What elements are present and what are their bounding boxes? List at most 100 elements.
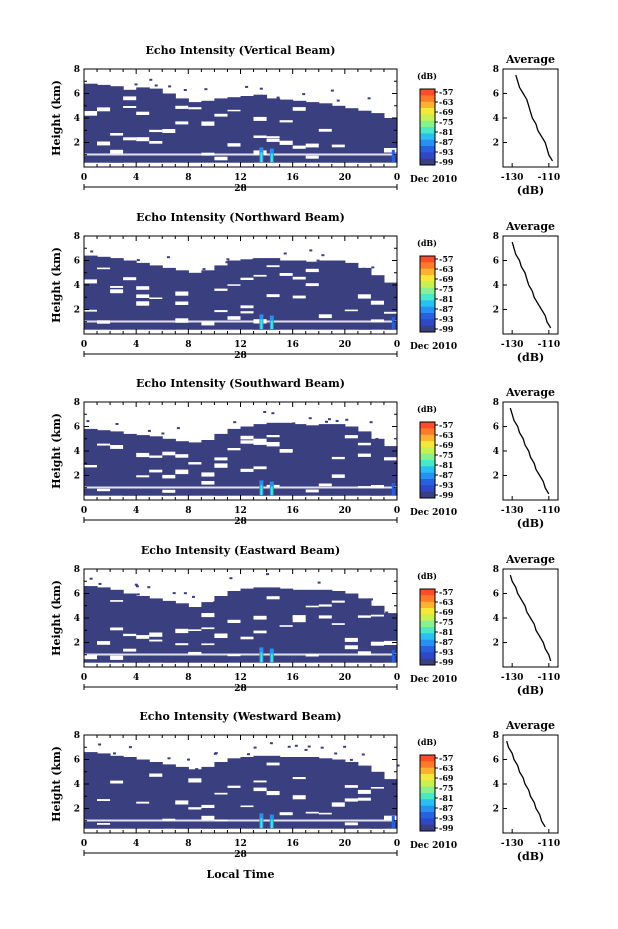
echo-gap [110,289,124,294]
echo-gap-low [84,153,397,156]
colorbar-swatch [420,127,435,134]
echo-gap [149,297,163,299]
echo-column [318,589,333,663]
echo-speck [245,85,249,88]
echo-gap [136,137,150,142]
echo-column [214,265,228,330]
echo-gap [188,462,202,465]
x-tick-label: 12 [234,173,247,183]
echo-gap [162,489,176,493]
echo-gap [110,149,124,154]
echo-gap [123,106,137,108]
echo-speck [375,438,379,440]
colorbar-swatch [420,101,435,109]
y-tick-label: 8 [74,65,80,75]
echo-column [279,260,294,330]
y-tick-label: 8 [74,731,80,741]
profile-y-tick-label: 4 [493,447,499,457]
x-tick-label: 4 [133,506,139,516]
echo-column [370,771,385,829]
colorbar-swatch [420,755,435,762]
echo-gap [123,96,137,101]
echo-speck [269,742,273,745]
colorbar-tick-label: -99 [439,324,454,334]
echo-gap-low [84,653,397,656]
x-tick-label: 12 [234,839,247,849]
colorbar-unit: (dB) [417,571,437,581]
echo-column [175,766,189,829]
echo-speck [86,420,90,423]
echo-column [188,442,202,496]
echo-gap [201,321,215,326]
echo-speck [321,254,325,257]
profile-line [515,74,554,162]
echo-column [201,766,215,829]
echo-column [123,593,137,663]
day-label: 28 [234,351,247,361]
echo-gap [240,636,255,640]
profile-x-tick-label: -110 [538,340,561,350]
y-tick-label: 6 [74,423,80,433]
colorbar-swatch [420,460,435,467]
y-tick-label: 2 [74,805,80,815]
echo-gap [253,615,268,620]
colorbar-tick-label: -63 [439,430,454,440]
echo-gap [84,279,98,284]
echo-gap [279,120,294,123]
echo-gap [318,604,333,607]
echo-gap-low [84,819,397,822]
panel-title: Echo Intensity (Southward Beam) [136,377,345,390]
echo-column [201,100,215,163]
colorbar-tick-label: -69 [439,274,454,284]
colorbar-swatch [420,646,435,653]
profile-y-tick-label: 6 [493,423,499,433]
echo-column [175,270,189,330]
y-tick-label: 4 [74,780,80,790]
echo-column [357,765,372,829]
y-axis-label: Height (km) [50,413,63,489]
echo-column [188,769,202,829]
echo-column [110,258,124,330]
echo-speck [195,768,199,771]
profile-x-label: (dB) [517,184,544,197]
colorbar-tick-label: -57 [439,254,453,264]
colorbar-frame [419,255,436,333]
profile-line [509,407,550,495]
echo-column [97,587,111,663]
x-tick-label: 0 [81,506,87,516]
edge-streak [391,316,395,330]
x-tick-label: 20 [339,173,352,183]
echo-gap [136,294,150,298]
colorbar-swatch [420,133,435,140]
colorbar-swatch [420,824,435,832]
echo-column [149,762,163,829]
echo-gap [214,633,228,638]
profile-y-tick-label: 2 [493,139,499,149]
echo-speck [166,256,170,259]
echo-column [97,84,111,163]
echo-column [331,105,346,163]
x-tick-label: 0 [81,839,87,849]
y-tick-label: 8 [74,565,80,575]
echo-column [292,260,307,330]
profile-y-tick-label: 4 [493,281,499,291]
echo-column [318,260,333,330]
colorbar-swatch [420,158,435,166]
echo-speck [113,752,116,755]
echo-column [331,424,346,496]
echo-speck [192,595,195,598]
echo-speck [154,84,158,87]
echo-column [123,433,137,496]
colorbar-swatch [420,146,435,153]
colorbar-tick-label: -93 [439,480,454,490]
colorbar-swatch [420,652,435,659]
colorbar-tick-label: -57 [439,420,453,430]
colorbar-tick-label: -93 [439,647,454,657]
y-tick-label: 6 [74,257,80,267]
rain-streak-core [260,485,263,496]
colorbar-swatch [420,441,435,448]
echo-gap [331,600,346,603]
echo-column [123,89,137,163]
echo-column [253,587,268,663]
x-tick-label: 8 [185,340,191,350]
